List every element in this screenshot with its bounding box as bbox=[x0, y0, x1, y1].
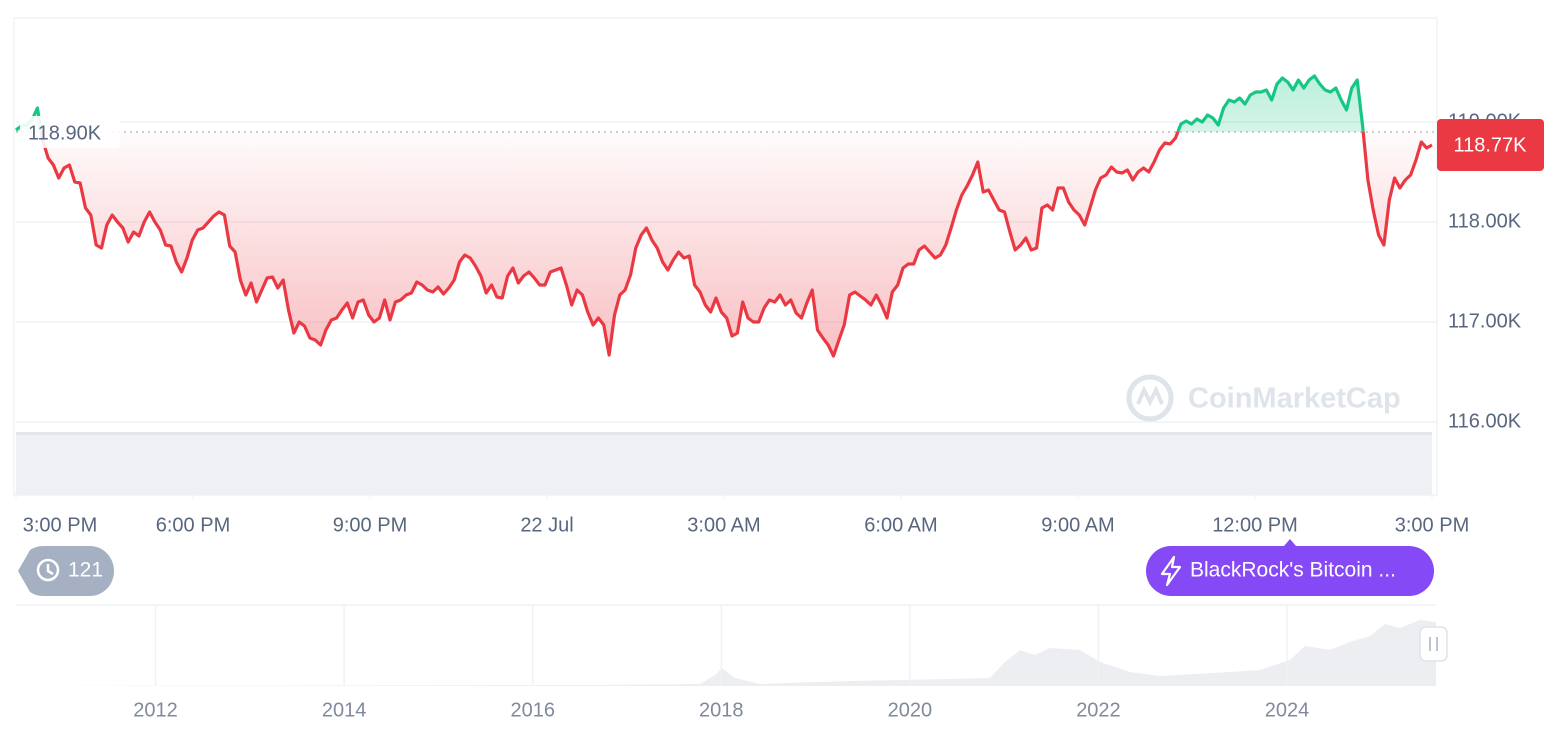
navigator-tick-label: 2014 bbox=[322, 699, 367, 721]
navigator-area bbox=[16, 620, 1436, 686]
navigator-tick-label: 2018 bbox=[699, 699, 744, 721]
navigator-tick-label: 2016 bbox=[510, 699, 555, 721]
x-tick-label: 9:00 PM bbox=[333, 514, 407, 536]
y-tick-label: 117.00K bbox=[1448, 310, 1522, 332]
navigator-tick-label: 2012 bbox=[133, 699, 178, 721]
x-tick-label: 22 Jul bbox=[520, 514, 573, 536]
history-count: 121 bbox=[68, 559, 103, 582]
watermark: CoinMarketCap bbox=[1126, 374, 1401, 422]
volume-bars bbox=[16, 434, 1432, 495]
x-tick-label: 3:00 AM bbox=[687, 514, 760, 536]
event-pill[interactable]: BlackRock's Bitcoin ... bbox=[1146, 539, 1434, 596]
navigator-tick-label: 2024 bbox=[1265, 699, 1310, 721]
volume-top bbox=[16, 432, 1432, 435]
navigator-tick-label: 2022 bbox=[1076, 699, 1121, 721]
navigator-handle[interactable] bbox=[1419, 626, 1448, 662]
navigator-tick-label: 2020 bbox=[888, 699, 933, 721]
price-line bbox=[15, 74, 1433, 358]
watermark-text: CoinMarketCap bbox=[1188, 383, 1401, 415]
x-tick-label: 3:00 PM bbox=[23, 514, 97, 536]
y-tick-label: 118.00K bbox=[1448, 210, 1522, 232]
last-price-badge bbox=[1437, 119, 1544, 171]
x-tick-label: 3:00 PM bbox=[1395, 514, 1469, 536]
event-text: BlackRock's Bitcoin ... bbox=[1190, 559, 1396, 582]
x-tick-label: 12:00 PM bbox=[1212, 514, 1298, 536]
baseline-label: 118.90K bbox=[28, 122, 102, 144]
price-area bbox=[16, 76, 1432, 356]
x-tick-label: 9:00 AM bbox=[1041, 514, 1114, 536]
y-tick-label: 116.00K bbox=[1448, 410, 1522, 432]
x-tick-label: 6:00 AM bbox=[864, 514, 937, 536]
x-tick-label: 6:00 PM bbox=[156, 514, 230, 536]
last-price-label: 118.77K bbox=[1453, 134, 1527, 156]
baseline-label-bg bbox=[20, 116, 120, 148]
history-badge[interactable]: 121 bbox=[18, 545, 114, 597]
